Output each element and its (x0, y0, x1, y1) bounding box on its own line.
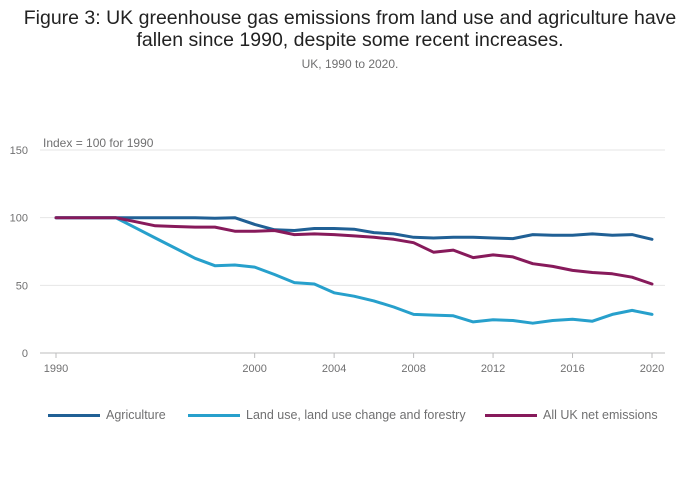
x-tick-label-2000: 2000 (242, 363, 266, 375)
y-tick-label-50: 50 (16, 280, 28, 292)
legend-item-agriculture: Agriculture (48, 408, 166, 422)
x-tick-label-2020: 2020 (640, 363, 664, 375)
x-tick-label-2016: 2016 (560, 363, 584, 375)
legend-swatch-land-use-land-use-change-and-forestry (188, 413, 240, 417)
series-line-agriculture (54, 216, 654, 241)
y-tick-label-100: 100 (10, 213, 28, 225)
y-axis-label: Index = 100 for 1990 (43, 136, 154, 150)
legend-label-land-use-land-use-change-and-forestry: Land use, land use change and forestry (246, 408, 466, 422)
legend-label-agriculture: Agriculture (106, 408, 166, 422)
chart-title: Figure 3: UK greenhouse gas emissions fr… (0, 7, 700, 51)
y-tick-label-150: 150 (10, 145, 28, 157)
x-tick-label-1990: 1990 (44, 363, 68, 375)
chart-title-line-1: Figure 3: UK greenhouse gas emissions fr… (23, 7, 677, 29)
legend-item-all-uk-net-emissions: All UK net emissions (485, 408, 658, 422)
series-line-all-uk-net-emissions (54, 216, 654, 286)
legend-item-land-use-land-use-change-and-forestry: Land use, land use change and forestry (188, 408, 466, 422)
series-line-land-use-land-use-change-and-forestry (54, 216, 654, 325)
x-tick-label-2012: 2012 (481, 363, 505, 375)
legend-swatch-all-uk-net-emissions (485, 413, 537, 417)
y-tick-label-0: 0 (22, 348, 28, 360)
x-tick-label-2008: 2008 (401, 363, 425, 375)
legend: Agriculture Land use, land use change and… (48, 408, 688, 426)
legend-label-all-uk-net-emissions: All UK net emissions (543, 408, 658, 422)
x-tick-label-2004: 2004 (322, 363, 346, 375)
chart-subtitle: UK, 1990 to 2020. (301, 57, 399, 71)
chart-title-line-2: fallen since 1990, despite some recent i… (136, 29, 564, 51)
legend-swatch-agriculture (48, 413, 100, 417)
